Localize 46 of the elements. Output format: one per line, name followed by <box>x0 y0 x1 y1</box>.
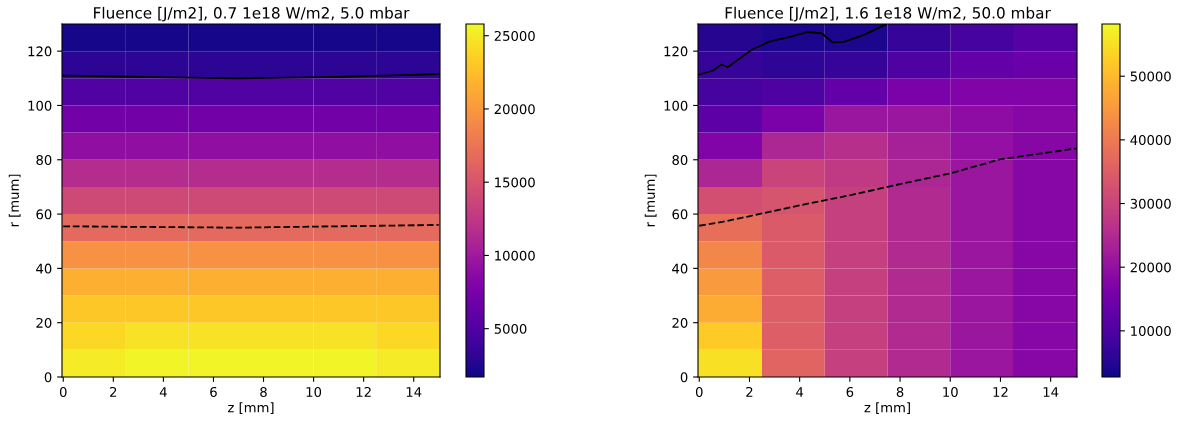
color-bar-label: 40000 <box>1130 135 1171 146</box>
x-tick-label: 14 <box>1043 387 1059 397</box>
chart-title: Fluence [J/m2], 1.6 1e18 W/m2, 50.0 mbar <box>725 6 1051 22</box>
x-tick-label: 4 <box>159 387 167 397</box>
x-tick-label: 8 <box>260 386 267 397</box>
y-tick-label: 20 <box>672 317 688 328</box>
y-tick-label: 60 <box>36 209 52 220</box>
x-axis-title: z [mm] <box>228 402 274 415</box>
x-tick-label: 14 <box>406 387 422 397</box>
x-tick-label: 2 <box>110 386 117 397</box>
y-tick-label: 40 <box>36 263 52 274</box>
color-bar-label: 15000 <box>495 177 535 188</box>
x-tick-label: 10 <box>306 386 322 397</box>
y-tick-label: 100 <box>28 100 52 111</box>
chart-title: Fluence [J/m2], 0.7 1e18 W/m2, 5.0 mbar <box>94 6 410 22</box>
y-tick-label: 120 <box>664 46 688 57</box>
x-tick-label: 8 <box>896 386 904 397</box>
color-bar-label: 20000 <box>494 104 535 115</box>
x-tick-label: 6 <box>846 386 854 397</box>
color-bar-label: 10000 <box>495 250 535 261</box>
x-tick-label: 6 <box>210 386 217 397</box>
color-bar-label: 25000 <box>494 30 535 41</box>
y-tick-label: 20 <box>36 317 52 328</box>
y-tick-label: 0 <box>680 372 688 383</box>
y-tick-label: 60 <box>672 209 688 220</box>
color-bar-label: 50000 <box>1130 71 1171 82</box>
x-tick-label: 2 <box>746 386 753 397</box>
color-bar-label: 30000 <box>1130 198 1171 209</box>
color-bar-label: 10000 <box>1131 326 1171 337</box>
x-axis-title: z [mm] <box>864 402 910 415</box>
y-tick-label: 100 <box>664 100 688 111</box>
x-tick-label: 12 <box>993 386 1008 397</box>
color-bar-label: 20000 <box>1130 262 1171 273</box>
x-tick-label: 0 <box>695 386 703 397</box>
y-tick-label: 80 <box>672 154 688 165</box>
x-tick-label: 0 <box>59 386 67 397</box>
y-tick-label: 120 <box>28 46 52 57</box>
y-tick-label: 80 <box>36 154 52 165</box>
color-bar-label: 5000 <box>494 323 527 334</box>
y-tick-label: 0 <box>44 372 52 383</box>
y-tick-label: 40 <box>672 263 688 274</box>
y-axis-title: r [mum] <box>644 174 657 227</box>
x-tick-label: 12 <box>356 386 371 397</box>
x-tick-label: 10 <box>943 386 958 397</box>
y-axis-title: r [mum] <box>8 174 21 227</box>
x-tick-label: 4 <box>796 387 804 397</box>
